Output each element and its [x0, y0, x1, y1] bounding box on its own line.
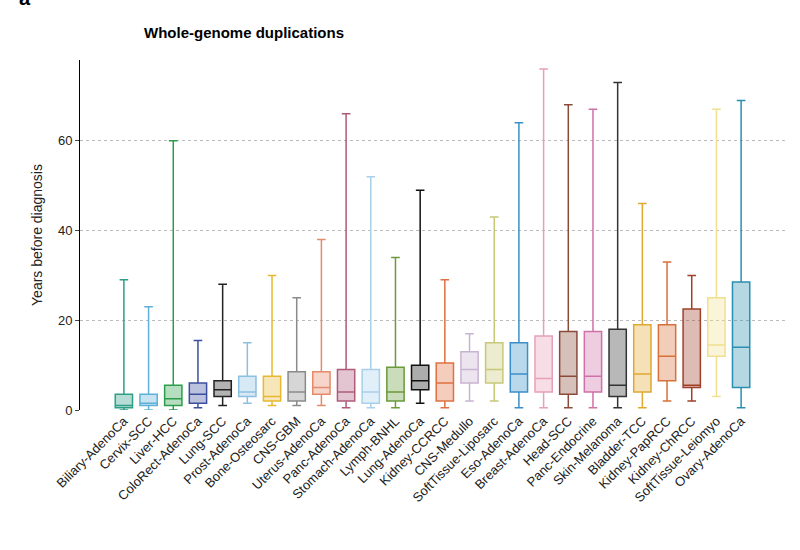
- svg-text:Skin-Melanoma: Skin-Melanoma: [550, 413, 625, 488]
- svg-text:Kidney-ChRCC: Kidney-ChRCC: [625, 414, 698, 487]
- svg-text:Head-SCC: Head-SCC: [520, 414, 575, 469]
- svg-text:Lymph-BNHL: Lymph-BNHL: [337, 414, 402, 479]
- svg-text:Lung-AdenoCa: Lung-AdenoCa: [354, 413, 427, 486]
- svg-text:Bladder-TCC: Bladder-TCC: [585, 414, 649, 478]
- svg-text:0: 0: [65, 403, 72, 418]
- svg-text:SoftTissue-Leiomyo: SoftTissue-Leiomyo: [632, 414, 724, 506]
- svg-text:Kidney-PapRCC: Kidney-PapRCC: [596, 414, 674, 492]
- svg-text:Years before diagnosis: Years before diagnosis: [29, 164, 45, 306]
- svg-text:40: 40: [58, 223, 72, 238]
- svg-text:Kidney-CCRCC: Kidney-CCRCC: [377, 414, 452, 489]
- svg-text:CNS-GBM: CNS-GBM: [249, 414, 303, 468]
- svg-text:Biliary-AdenoCa: Biliary-AdenoCa: [54, 413, 132, 491]
- svg-text:Whole-genome duplications: Whole-genome duplications: [144, 24, 344, 41]
- svg-text:Cervix-SCC: Cervix-SCC: [96, 414, 155, 473]
- svg-text:Eso-AdenoCa: Eso-AdenoCa: [458, 413, 526, 481]
- svg-text:a: a: [19, 0, 31, 9]
- svg-text:Breast-AdenoCa: Breast-AdenoCa: [472, 413, 551, 492]
- svg-text:20: 20: [58, 313, 72, 328]
- svg-text:Bone-Osteosarc: Bone-Osteosarc: [202, 413, 279, 490]
- svg-text:Uterus-AdenoCa: Uterus-AdenoCa: [249, 413, 329, 493]
- svg-text:Liver-HCC: Liver-HCC: [126, 414, 180, 468]
- svg-text:Lung-SCC: Lung-SCC: [176, 414, 230, 468]
- svg-text:ColoRect-AdenoCa: ColoRect-AdenoCa: [115, 413, 205, 503]
- svg-text:SoftTissue-Liposarc: SoftTissue-Liposarc: [409, 413, 501, 505]
- svg-text:Panc-Endocrine: Panc-Endocrine: [524, 414, 600, 490]
- svg-text:Panc-AdenoCa: Panc-AdenoCa: [280, 413, 353, 486]
- svg-text:Prost-AdenoCa: Prost-AdenoCa: [181, 413, 255, 487]
- svg-text:60: 60: [58, 133, 72, 148]
- svg-text:Ovary-AdenoCa: Ovary-AdenoCa: [671, 413, 748, 490]
- svg-text:Stomach-AdenoCa: Stomach-AdenoCa: [289, 413, 378, 502]
- svg-text:CNS-Medullo: CNS-Medullo: [411, 414, 476, 479]
